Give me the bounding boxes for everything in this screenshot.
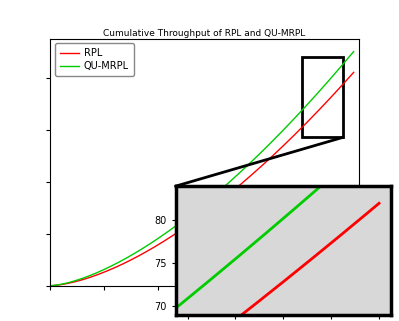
QU-MRPL xyxy=(170,226,175,230)
RPL xyxy=(256,167,261,171)
Bar xyxy=(302,57,343,137)
Legend: RPL, QU-MRPL: RPL, QU-MRPL xyxy=(55,43,134,76)
Line: QU-MRPL: QU-MRPL xyxy=(50,52,354,286)
QU-MRPL xyxy=(181,218,186,222)
RPL xyxy=(47,284,52,288)
RPL xyxy=(170,234,175,238)
RPL xyxy=(181,226,186,230)
RPL xyxy=(290,135,294,139)
QU-MRPL xyxy=(351,50,356,54)
QU-MRPL xyxy=(290,119,294,123)
QU-MRPL xyxy=(256,153,261,157)
RPL xyxy=(284,141,289,144)
Title: Cumulative Throughput of RPL and QU-MRPL: Cumulative Throughput of RPL and QU-MRPL xyxy=(103,29,306,38)
Line: RPL: RPL xyxy=(50,72,354,286)
QU-MRPL xyxy=(47,284,52,288)
RPL xyxy=(79,278,83,282)
RPL xyxy=(351,70,356,74)
QU-MRPL xyxy=(284,125,289,128)
QU-MRPL xyxy=(79,277,83,281)
